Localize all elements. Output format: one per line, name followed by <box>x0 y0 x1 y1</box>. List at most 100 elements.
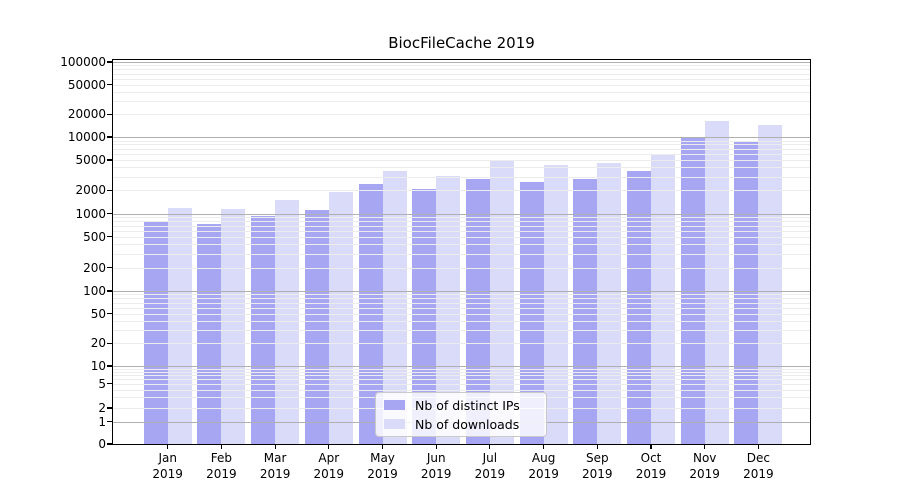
y-tick-mark <box>107 383 112 385</box>
minor-gridline <box>113 294 810 296</box>
minor-gridline <box>113 343 810 345</box>
minor-gridline <box>113 254 810 256</box>
x-tick-mark <box>489 445 491 449</box>
minor-gridline <box>113 153 810 155</box>
legend-item-downloads: Nb of downloads <box>384 416 546 432</box>
x-tick-label: Jun 2019 <box>420 451 452 481</box>
x-tick-mark <box>596 445 598 449</box>
x-tick-label: Sep 2019 <box>582 451 613 481</box>
y-tick-mark <box>107 312 112 315</box>
y-tick-label: 10 <box>90 359 106 373</box>
y-tick-mark <box>107 365 112 367</box>
bar-downloads <box>275 200 300 444</box>
legend-label-downloads: Nb of downloads <box>415 416 520 432</box>
minor-gridline <box>113 144 810 146</box>
x-tick-label: Oct 2019 <box>635 451 667 481</box>
minor-gridline <box>113 221 810 222</box>
y-tick-mark <box>107 113 112 115</box>
x-tick-label: Feb 2019 <box>206 451 237 481</box>
y-tick-label: 2000 <box>75 183 106 198</box>
x-tick-label: Aug 2019 <box>528 451 559 481</box>
chart-title: BiocFileCache 2019 <box>388 34 535 52</box>
legend-item-distinct-ips: Nb of distinct IPs <box>384 397 546 413</box>
y-tick-mark <box>107 136 112 138</box>
minor-gridline <box>113 320 810 322</box>
minor-gridline <box>113 73 810 75</box>
y-tick-label: 5000 <box>75 153 106 168</box>
x-tick-label: Mar 2019 <box>259 451 291 481</box>
minor-gridline <box>113 225 810 227</box>
x-tick-mark <box>167 445 169 449</box>
x-tick-mark <box>328 445 330 449</box>
y-tick-label: 20000 <box>67 107 106 122</box>
x-tick-mark <box>543 445 545 449</box>
minor-gridline <box>113 313 810 315</box>
x-tick-label: Nov 2019 <box>689 451 720 481</box>
y-tick-label: 20 <box>90 336 106 351</box>
bar-downloads <box>758 125 783 444</box>
bar-downloads <box>221 209 246 444</box>
minor-gridline <box>113 177 810 178</box>
bar-distinct-ips <box>680 137 705 444</box>
y-tick-label: 5 <box>98 376 106 391</box>
x-tick-mark <box>704 445 706 449</box>
y-tick-mark <box>107 212 112 215</box>
plot-area <box>112 59 811 445</box>
y-tick-label: 500 <box>83 229 106 244</box>
x-tick-label: Jul 2019 <box>474 451 506 481</box>
bar-distinct-ips <box>197 224 222 444</box>
y-tick-mark <box>107 159 112 161</box>
bar-downloads <box>704 121 729 444</box>
legend: Nb of distinct IPs Nb of downloads <box>375 392 547 437</box>
major-gridline <box>113 62 810 63</box>
bar-distinct-ips <box>143 221 168 444</box>
minor-gridline <box>113 244 810 246</box>
minor-gridline <box>113 389 810 391</box>
y-tick-label: 50 <box>90 306 106 321</box>
y-tick-mark <box>107 290 112 292</box>
x-tick-mark <box>757 445 759 449</box>
major-gridline <box>113 137 810 138</box>
minor-gridline <box>113 78 810 80</box>
bar-distinct-ips <box>304 210 329 444</box>
y-tick-label: 1 <box>98 414 106 429</box>
legend-swatch-distinct-ips <box>384 400 405 410</box>
x-tick-label: May 2019 <box>367 451 398 481</box>
y-tick-mark <box>107 443 112 445</box>
minor-gridline <box>113 298 810 300</box>
y-tick-label: 50000 <box>67 77 106 92</box>
minor-gridline <box>113 371 810 373</box>
y-tick-mark <box>107 407 112 409</box>
x-tick-label: Jan 2019 <box>152 451 183 481</box>
y-tick-mark <box>107 420 112 423</box>
bar-downloads <box>543 164 568 444</box>
legend-label-distinct-ips: Nb of distinct IPs <box>415 397 520 413</box>
bar-distinct-ips <box>627 170 651 444</box>
y-tick-label: 200 <box>83 260 106 275</box>
minor-gridline <box>113 330 810 332</box>
minor-gridline <box>113 307 810 309</box>
y-tick-label: 100 <box>83 284 106 298</box>
x-tick-label: Apr 2019 <box>313 451 345 481</box>
minor-gridline <box>113 101 810 103</box>
major-gridline <box>113 366 810 367</box>
major-gridline <box>113 291 810 292</box>
minor-gridline <box>113 160 810 162</box>
x-tick-mark <box>220 445 222 449</box>
minor-gridline <box>113 375 810 377</box>
y-tick-label: 0 <box>98 437 106 451</box>
y-tick-mark <box>107 83 112 86</box>
minor-gridline <box>113 69 810 71</box>
minor-gridline <box>113 302 810 304</box>
y-tick-mark <box>107 189 112 192</box>
minor-gridline <box>113 167 810 169</box>
x-tick-label: Dec 2019 <box>743 451 774 481</box>
minor-gridline <box>113 217 810 219</box>
y-tick-label: 100000 <box>60 55 106 69</box>
major-gridline <box>113 213 810 215</box>
minor-gridline <box>113 65 810 67</box>
y-tick-label: 2 <box>98 401 106 415</box>
bar-distinct-ips <box>734 142 759 444</box>
minor-gridline <box>113 91 810 93</box>
